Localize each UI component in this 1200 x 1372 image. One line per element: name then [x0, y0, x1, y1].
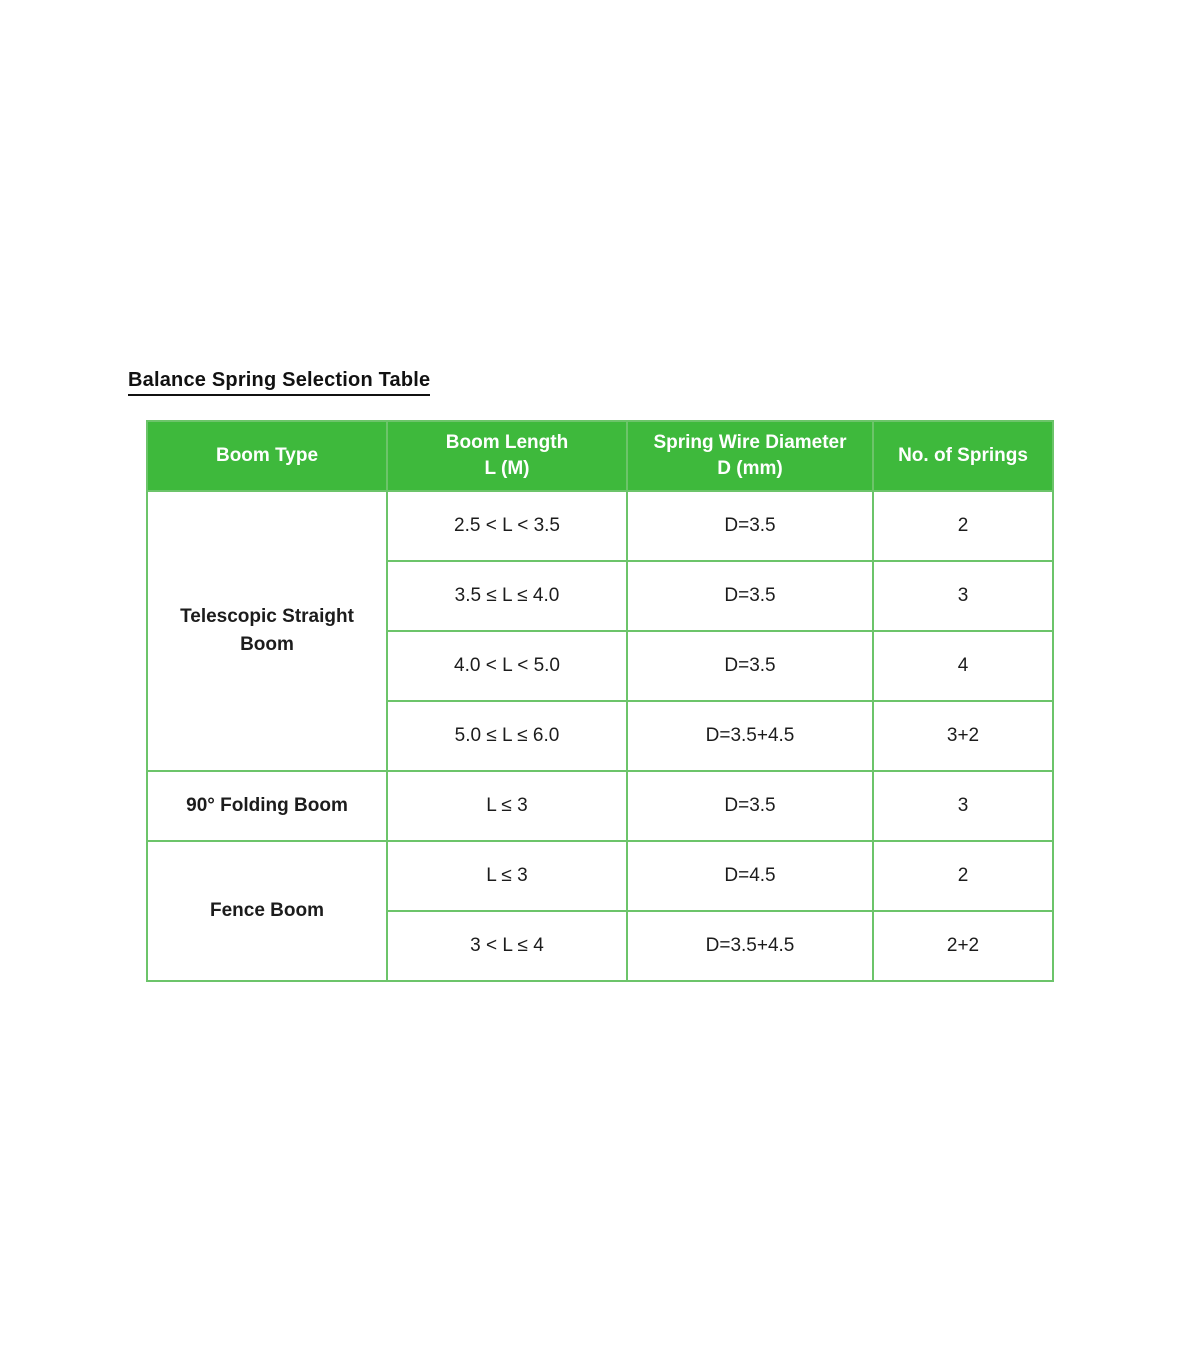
boom-type-cell-fence: Fence Boom — [148, 842, 386, 980]
spring-diameter-cell: D=3.5 — [628, 562, 872, 630]
boom-type-cell-telescopic: Telescopic Straight Boom — [148, 492, 386, 770]
table-row: 5.0 ≤ L ≤ 6.0 D=3.5+4.5 3+2 — [148, 702, 1052, 770]
table-row: Fence Boom L ≤ 3 D=4.5 2 — [148, 842, 1052, 980]
table-container: Boom Type Boom Length L (M) Spring Wire … — [146, 420, 1054, 982]
table-row: 4.0 < L < 5.0 D=3.5 4 — [148, 632, 1052, 700]
column-header-boom-length: Boom Length L (M) — [388, 422, 626, 490]
boom-length-cell: L ≤ 3 — [388, 842, 626, 910]
boom-type-cell-folding: 90° Folding Boom — [148, 772, 386, 840]
boom-length-cell: 3.5 ≤ L ≤ 4.0 — [388, 562, 626, 630]
boom-length-cell: 2.5 < L < 3.5 — [388, 492, 626, 560]
spring-diameter-cell: D=3.5 — [628, 772, 872, 840]
spring-diameter-cell: D=4.5 — [628, 842, 872, 910]
column-header-spring-wire-diameter: Spring Wire Diameter D (mm) — [628, 422, 872, 490]
column-header-no-of-springs: No. of Springs — [874, 422, 1052, 490]
table-body: Telescopic Straight Boom 2.5 < L < 3.5 D… — [148, 492, 1052, 980]
boom-length-cell: 5.0 ≤ L ≤ 6.0 — [388, 702, 626, 770]
balance-spring-table: Boom Type Boom Length L (M) Spring Wire … — [146, 420, 1054, 982]
column-header-boom-type: Boom Type — [148, 422, 386, 490]
spring-diameter-cell: D=3.5+4.5 — [628, 702, 872, 770]
spring-diameter-cell: D=3.5 — [628, 632, 872, 700]
boom-length-cell: 3 < L ≤ 4 — [388, 912, 626, 980]
springs-count-cell: 2 — [874, 492, 1052, 560]
page-title: Balance Spring Selection Table — [128, 369, 431, 396]
spring-diameter-cell: D=3.5 — [628, 492, 872, 560]
springs-count-cell: 3 — [874, 562, 1052, 630]
springs-count-cell: 2+2 — [874, 912, 1052, 980]
springs-count-cell: 4 — [874, 632, 1052, 700]
boom-length-cell: L ≤ 3 — [388, 772, 626, 840]
springs-count-cell: 3 — [874, 772, 1052, 840]
table-row: 3.5 ≤ L ≤ 4.0 D=3.5 3 — [148, 562, 1052, 630]
boom-length-cell: 4.0 < L < 5.0 — [388, 632, 626, 700]
table-header: Boom Type Boom Length L (M) Spring Wire … — [148, 422, 1052, 490]
table-row: Telescopic Straight Boom 2.5 < L < 3.5 D… — [148, 492, 1052, 770]
springs-count-cell: 3+2 — [874, 702, 1052, 770]
table-row: 3 < L ≤ 4 D=3.5+4.5 2+2 — [148, 912, 1052, 980]
table-row: 90° Folding Boom L ≤ 3 D=3.5 3 — [148, 772, 1052, 840]
header-row: Boom Type Boom Length L (M) Spring Wire … — [148, 422, 1052, 490]
springs-count-cell: 2 — [874, 842, 1052, 910]
spring-diameter-cell: D=3.5+4.5 — [628, 912, 872, 980]
